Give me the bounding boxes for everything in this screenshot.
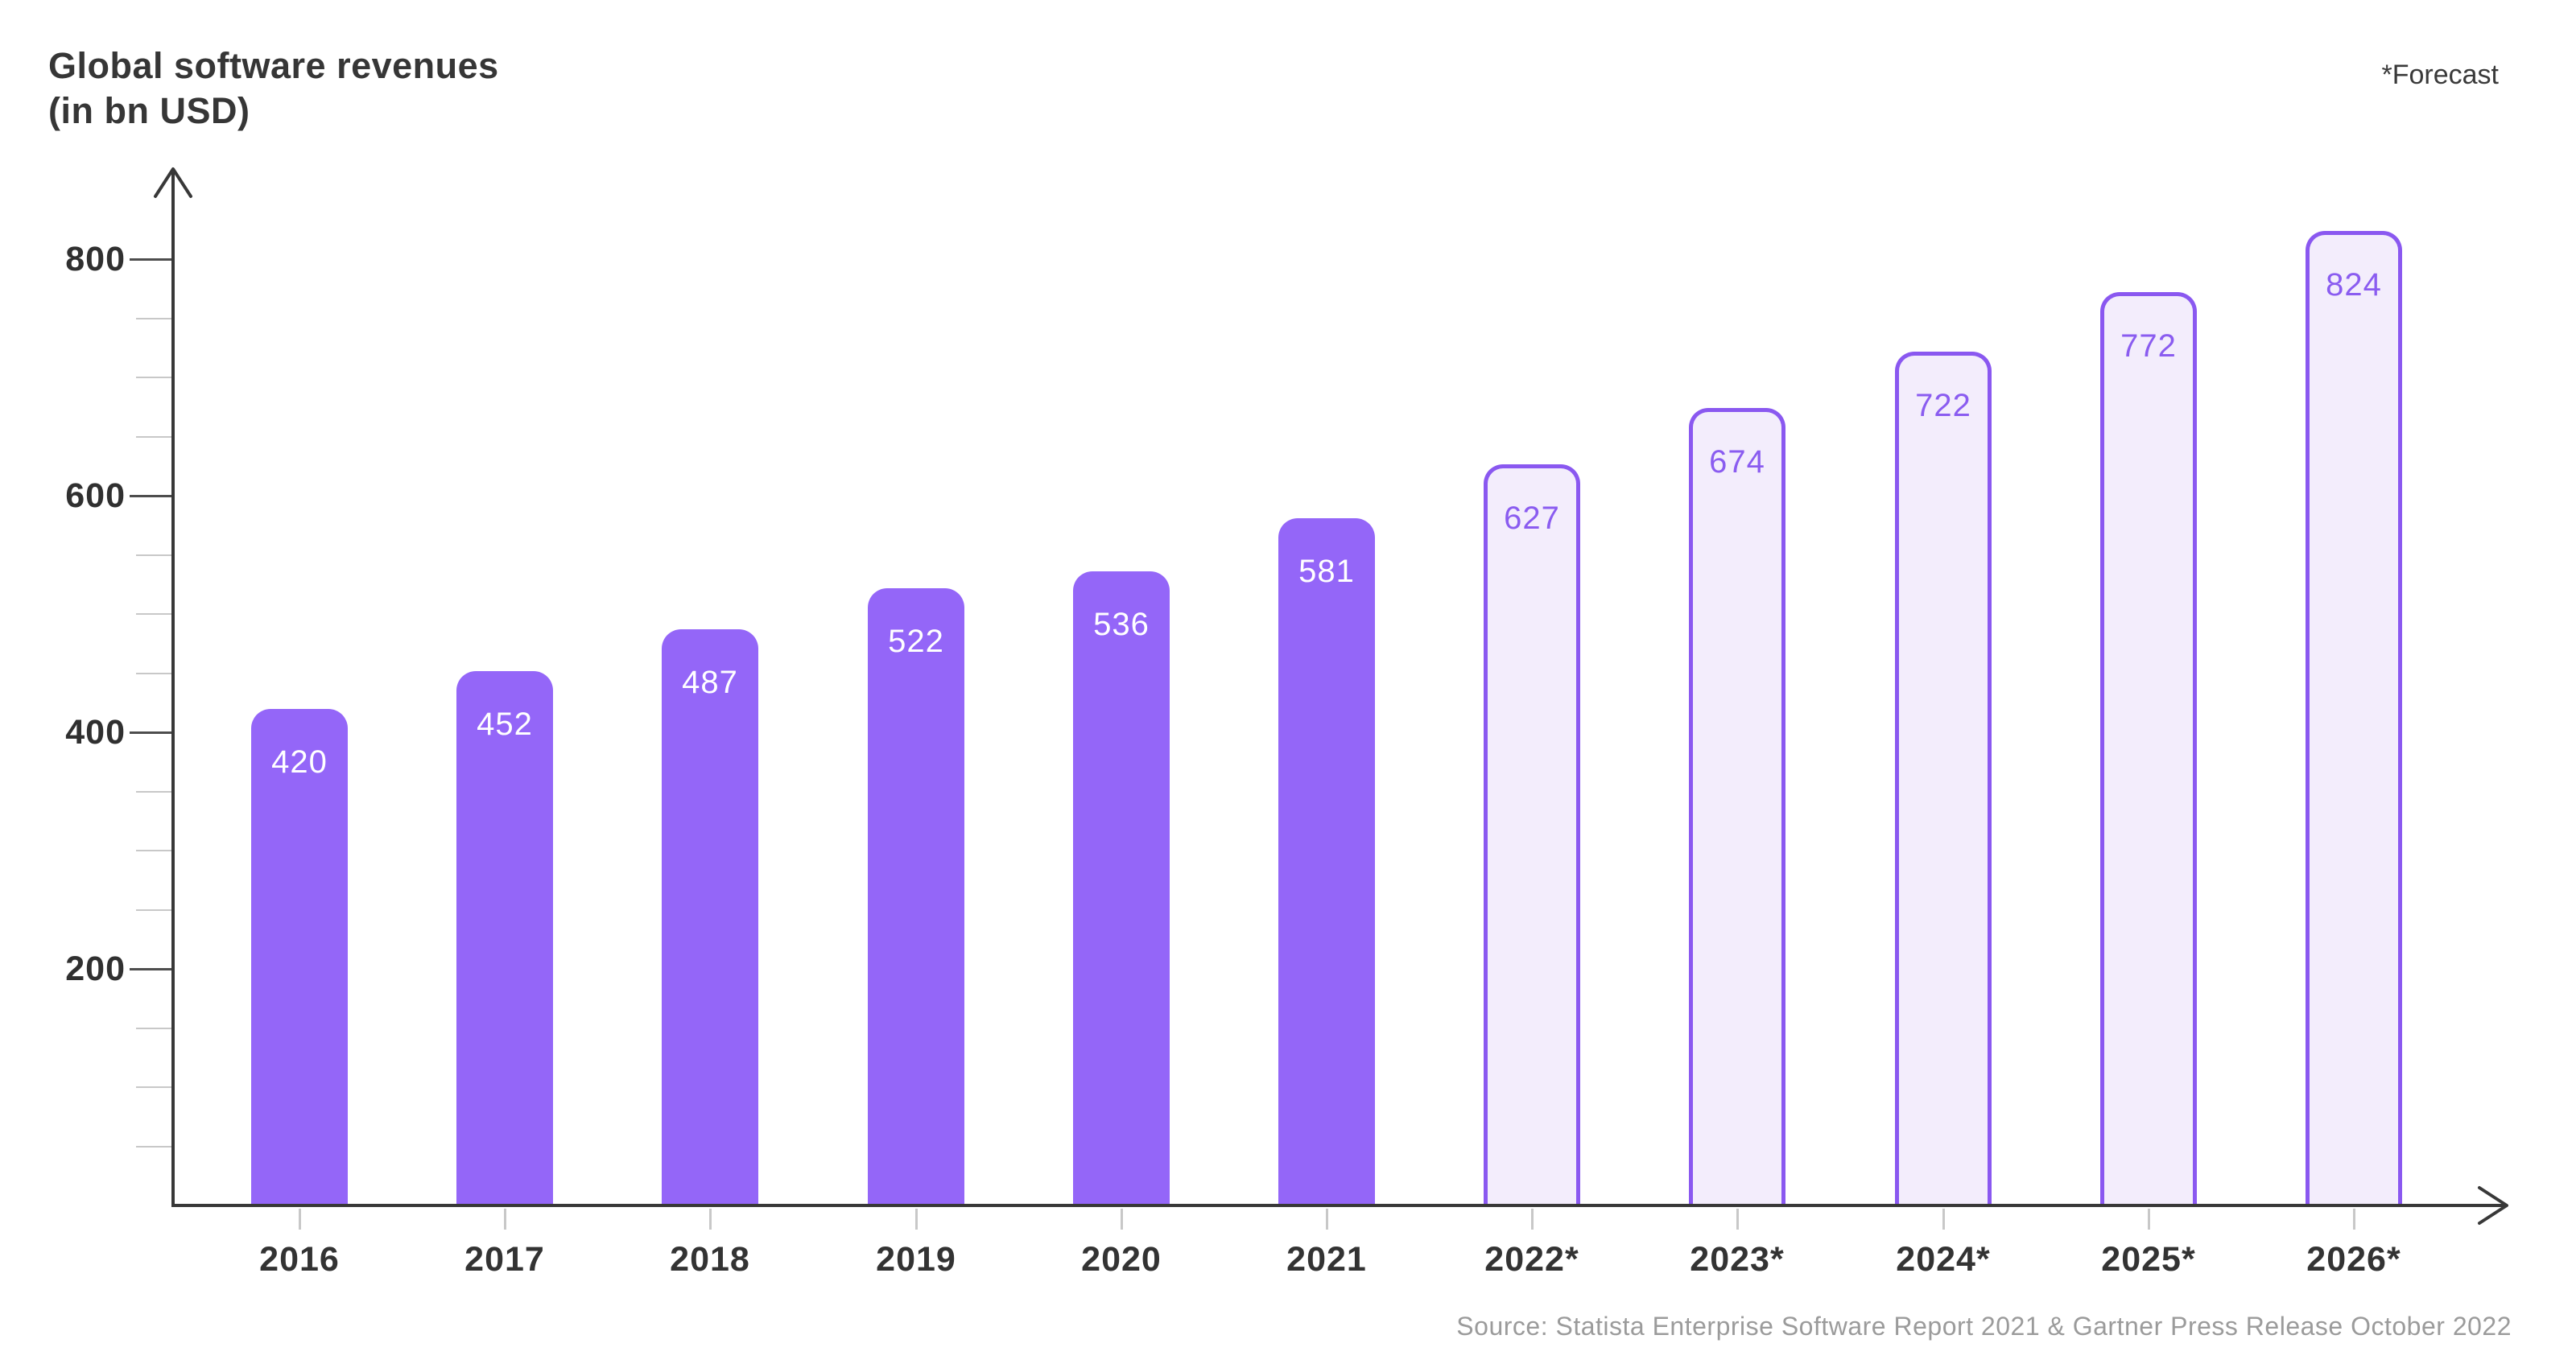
x-minor-tick: [1531, 1209, 1534, 1230]
x-minor-tick: [1326, 1209, 1328, 1230]
x-minor-tick: [299, 1209, 301, 1230]
x-axis-label: 2022*: [1484, 1240, 1579, 1279]
y-minor-tick: [136, 791, 173, 793]
x-axis-label: 2016: [259, 1240, 340, 1279]
y-minor-tick: [136, 613, 173, 615]
bar-value-label: 824: [2326, 267, 2382, 303]
y-minor-tick: [136, 850, 173, 851]
y-axis-label: 400: [65, 713, 126, 752]
y-minor-tick: [136, 1086, 173, 1088]
y-axis: [171, 172, 175, 1207]
y-major-tick: [130, 968, 173, 970]
y-minor-tick: [136, 554, 173, 556]
bar-value-label: 452: [477, 707, 533, 742]
bar-value-label: 674: [1709, 444, 1765, 480]
x-minor-tick: [1942, 1209, 1945, 1230]
y-minor-tick: [136, 318, 173, 319]
y-minor-tick: [136, 673, 173, 674]
x-axis-label: 2017: [464, 1240, 545, 1279]
y-axis-label: 200: [65, 950, 126, 988]
bar-actual: 420: [251, 709, 348, 1207]
bar-value-label: 487: [682, 665, 738, 700]
bar-value-label: 627: [1504, 501, 1560, 536]
y-axis-label: 800: [65, 240, 126, 278]
bar-actual: 581: [1278, 518, 1375, 1207]
x-axis-label: 2026*: [2306, 1240, 2401, 1279]
bar-forecast: 674: [1689, 408, 1785, 1207]
chart-title: Global software revenues (in bn USD): [48, 43, 499, 134]
bar-forecast: 722: [1895, 352, 1992, 1207]
x-axis-label: 2025*: [2101, 1240, 2196, 1279]
y-axis-label: 600: [65, 476, 126, 515]
x-minor-tick: [504, 1209, 506, 1230]
x-axis-label: 2024*: [1896, 1240, 1991, 1279]
bar-value-label: 536: [1093, 607, 1150, 642]
x-minor-tick: [915, 1209, 918, 1230]
bar-actual: 522: [868, 588, 964, 1207]
x-minor-tick: [2148, 1209, 2150, 1230]
bar-value-label: 772: [2120, 328, 2177, 364]
x-minor-tick: [709, 1209, 712, 1230]
x-axis-label: 2021: [1286, 1240, 1367, 1279]
x-axis: [171, 1204, 2505, 1207]
y-minor-tick: [136, 1028, 173, 1029]
bar-actual: 452: [456, 671, 553, 1207]
bar-value-label: 522: [888, 624, 944, 659]
bar-forecast: 772: [2100, 292, 2197, 1207]
forecast-note: *Forecast: [2381, 60, 2500, 90]
bar-value-label: 581: [1298, 554, 1355, 589]
x-axis-label: 2018: [670, 1240, 750, 1279]
chart-title-line1: Global software revenues: [48, 45, 499, 86]
bar-actual: 536: [1073, 571, 1170, 1207]
chart-title-line2: (in bn USD): [48, 90, 250, 131]
x-axis-label: 2023*: [1690, 1240, 1785, 1279]
bar-actual: 487: [662, 629, 758, 1207]
y-minor-tick: [136, 377, 173, 378]
x-minor-tick: [1121, 1209, 1123, 1230]
source-credit: Source: Statista Enterprise Software Rep…: [1456, 1312, 2512, 1341]
y-major-tick: [130, 495, 173, 497]
y-major-tick: [130, 731, 173, 734]
bar-value-label: 420: [271, 744, 328, 780]
bar-forecast: 627: [1484, 464, 1580, 1207]
bar-forecast: 824: [2306, 231, 2402, 1207]
x-axis-label: 2020: [1081, 1240, 1162, 1279]
bar-value-label: 722: [1915, 388, 1971, 423]
x-minor-tick: [2353, 1209, 2355, 1230]
y-minor-tick: [136, 436, 173, 438]
y-minor-tick: [136, 909, 173, 911]
y-major-tick: [130, 258, 173, 261]
x-minor-tick: [1736, 1209, 1739, 1230]
y-minor-tick: [136, 1146, 173, 1148]
x-axis-label: 2019: [876, 1240, 956, 1279]
